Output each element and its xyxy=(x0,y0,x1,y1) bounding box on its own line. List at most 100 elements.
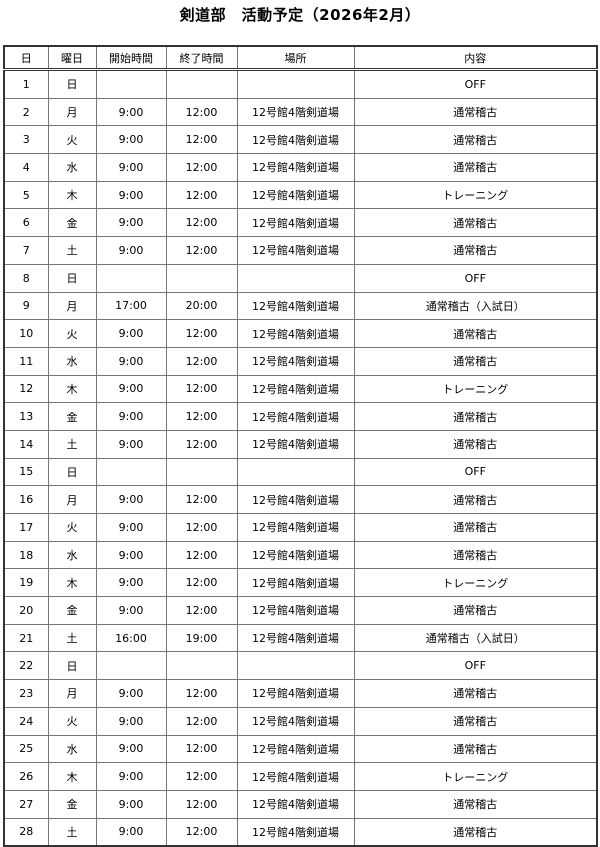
cell-end-time xyxy=(165,263,238,293)
header-day: 日 xyxy=(3,45,49,71)
table-row: 18 水 9:00 12:00 12号館4階剣道場 通常稽古 xyxy=(3,540,598,570)
cell-place xyxy=(236,457,355,487)
cell-end-time: 12:00 xyxy=(165,153,238,182)
cell-day: 20 xyxy=(3,596,49,625)
cell-content: 通常稽古（入試日） xyxy=(353,623,598,653)
cell-place: 12号館4階剣道場 xyxy=(236,291,355,321)
cell-weekday: 木 xyxy=(47,180,97,210)
header-weekday: 曜日 xyxy=(47,45,97,71)
cell-end-time: 12:00 xyxy=(165,734,238,764)
cell-day: 1 xyxy=(3,69,49,99)
cell-weekday: 火 xyxy=(47,125,97,155)
cell-place: 12号館4階剣道場 xyxy=(236,485,355,514)
cell-content: トレーニング xyxy=(353,374,598,404)
cell-weekday: 火 xyxy=(47,706,97,736)
cell-weekday: 月 xyxy=(47,485,97,514)
cell-weekday: 金 xyxy=(47,402,97,431)
table-row: 28 土 9:00 12:00 12号館4階剣道場 通常稽古 xyxy=(3,817,598,847)
header-end-time: 終了時間 xyxy=(165,45,238,71)
page-title: 剣道部 活動予定（2026年2月） xyxy=(179,6,421,24)
table-row: 22 日 OFF xyxy=(3,651,598,681)
cell-place: 12号館4階剣道場 xyxy=(236,706,355,736)
table-row: 16 月 9:00 12:00 12号館4階剣道場 通常稽古 xyxy=(3,485,598,514)
cell-content: 通常稽古 xyxy=(353,346,598,376)
table-row: 7 土 9:00 12:00 12号館4階剣道場 通常稽古 xyxy=(3,236,598,265)
cell-day: 19 xyxy=(3,568,49,598)
cell-day: 6 xyxy=(3,208,49,238)
cell-end-time: 12:00 xyxy=(165,319,238,348)
cell-content: OFF xyxy=(353,457,598,487)
cell-end-time: 12:00 xyxy=(165,374,238,404)
cell-weekday: 土 xyxy=(47,817,97,847)
cell-day: 21 xyxy=(3,623,49,653)
cell-day: 10 xyxy=(3,319,49,348)
cell-day: 17 xyxy=(3,513,49,542)
table-row: 3 火 9:00 12:00 12号館4階剣道場 通常稽古 xyxy=(3,125,598,155)
cell-place: 12号館4階剣道場 xyxy=(236,97,355,127)
cell-content: トレーニング xyxy=(353,180,598,210)
cell-day: 25 xyxy=(3,734,49,764)
cell-place: 12号館4階剣道場 xyxy=(236,734,355,764)
cell-weekday: 日 xyxy=(47,263,97,293)
cell-start-time: 9:00 xyxy=(95,762,167,791)
table-row: 19 木 9:00 12:00 12号館4階剣道場 トレーニング xyxy=(3,568,598,598)
cell-content: OFF xyxy=(353,263,598,293)
cell-content: 通常稽古 xyxy=(353,789,598,819)
cell-end-time: 12:00 xyxy=(165,596,238,625)
header-row: 日 曜日 開始時間 終了時間 場所 内容 xyxy=(3,45,598,71)
cell-day: 12 xyxy=(3,374,49,404)
cell-content: OFF xyxy=(353,69,598,99)
cell-place xyxy=(236,651,355,681)
cell-start-time: 9:00 xyxy=(95,513,167,542)
cell-start-time: 9:00 xyxy=(95,236,167,265)
cell-content: 通常稽古 xyxy=(353,319,598,348)
cell-content: 通常稽古 xyxy=(353,513,598,542)
cell-content: 通常稽古 xyxy=(353,540,598,570)
cell-content: 通常稽古（入試日） xyxy=(353,291,598,321)
cell-day: 14 xyxy=(3,429,49,459)
cell-start-time: 16:00 xyxy=(95,623,167,653)
cell-weekday: 月 xyxy=(47,97,97,127)
cell-weekday: 金 xyxy=(47,789,97,819)
cell-end-time: 12:00 xyxy=(165,402,238,431)
cell-end-time: 12:00 xyxy=(165,346,238,376)
cell-start-time: 9:00 xyxy=(95,429,167,459)
cell-place: 12号館4階剣道場 xyxy=(236,789,355,819)
cell-start-time: 9:00 xyxy=(95,485,167,514)
cell-end-time: 19:00 xyxy=(165,623,238,653)
cell-weekday: 日 xyxy=(47,69,97,99)
cell-start-time: 17:00 xyxy=(95,291,167,321)
cell-place: 12号館4階剣道場 xyxy=(236,513,355,542)
cell-place: 12号館4階剣道場 xyxy=(236,208,355,238)
cell-weekday: 木 xyxy=(47,762,97,791)
cell-weekday: 月 xyxy=(47,291,97,321)
cell-end-time xyxy=(165,457,238,487)
cell-end-time: 12:00 xyxy=(165,706,238,736)
cell-content: 通常稽古 xyxy=(353,734,598,764)
cell-content: 通常稽古 xyxy=(353,208,598,238)
cell-end-time: 12:00 xyxy=(165,817,238,847)
cell-place: 12号館4階剣道場 xyxy=(236,429,355,459)
cell-place: 12号館4階剣道場 xyxy=(236,540,355,570)
cell-day: 24 xyxy=(3,706,49,736)
cell-place: 12号館4階剣道場 xyxy=(236,236,355,265)
cell-start-time: 9:00 xyxy=(95,97,167,127)
cell-day: 4 xyxy=(3,153,49,182)
cell-start-time: 9:00 xyxy=(95,402,167,431)
cell-end-time xyxy=(165,651,238,681)
table-row: 15 日 OFF xyxy=(3,457,598,487)
cell-start-time: 9:00 xyxy=(95,153,167,182)
cell-start-time: 9:00 xyxy=(95,374,167,404)
cell-end-time: 12:00 xyxy=(165,208,238,238)
table-row: 2 月 9:00 12:00 12号館4階剣道場 通常稽古 xyxy=(3,97,598,127)
cell-end-time: 12:00 xyxy=(165,789,238,819)
cell-end-time: 12:00 xyxy=(165,679,238,708)
cell-place xyxy=(236,263,355,293)
cell-start-time: 9:00 xyxy=(95,346,167,376)
table-row: 11 水 9:00 12:00 12号館4階剣道場 通常稽古 xyxy=(3,346,598,376)
cell-content: 通常稽古 xyxy=(353,817,598,847)
cell-start-time xyxy=(95,69,167,99)
cell-start-time: 9:00 xyxy=(95,568,167,598)
cell-weekday: 日 xyxy=(47,651,97,681)
cell-content: 通常稽古 xyxy=(353,679,598,708)
